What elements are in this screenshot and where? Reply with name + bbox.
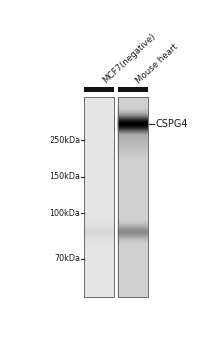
Bar	[84, 87, 114, 92]
Text: 100kDa: 100kDa	[49, 209, 80, 218]
Text: 150kDa: 150kDa	[49, 172, 80, 181]
Bar	[118, 97, 148, 297]
Text: 250kDa: 250kDa	[49, 136, 80, 145]
Text: MCF7(negative): MCF7(negative)	[101, 32, 157, 85]
Text: 70kDa: 70kDa	[54, 254, 80, 264]
Text: CSPG4: CSPG4	[156, 119, 188, 129]
Bar	[118, 87, 148, 92]
Text: Mouse heart: Mouse heart	[134, 42, 180, 85]
Bar	[84, 97, 114, 297]
